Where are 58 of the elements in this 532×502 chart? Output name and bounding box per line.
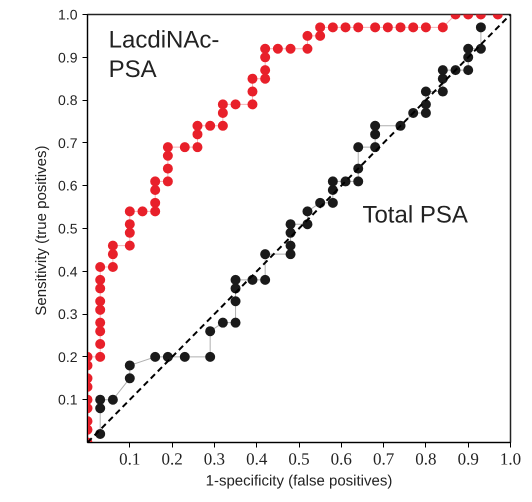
point: [420, 108, 431, 118]
point: [260, 249, 270, 260]
x-tick-label: 0.2: [161, 450, 183, 468]
x-tick-label: 0.9: [458, 450, 479, 468]
point: [353, 142, 364, 152]
point: [353, 176, 364, 186]
y-tick-label: 0.5: [58, 220, 78, 236]
y-tick-label: 0.9: [58, 49, 78, 66]
x-axis-title: 1-specificity (false positives): [206, 472, 392, 490]
x-tick-label: 1.0: [500, 450, 522, 468]
point: [230, 318, 241, 328]
point: [260, 274, 270, 285]
y-tick-label: 0.7: [58, 134, 78, 151]
point: [230, 274, 241, 285]
point: [420, 99, 431, 110]
y-tick-label: 0.4: [58, 263, 78, 280]
x-tick-label: 0.8: [415, 450, 437, 468]
point: [438, 86, 448, 97]
x-tick-label: 0.1: [119, 450, 140, 468]
point: [420, 86, 431, 97]
x-tick-label: 0.5: [288, 450, 310, 468]
y-tick-label: 0.1: [58, 392, 78, 408]
y-tick-label: 0.6: [58, 178, 78, 194]
y-tick-label: 0.3: [58, 306, 78, 322]
point: [286, 240, 296, 251]
point: [463, 65, 474, 76]
point: [370, 129, 380, 140]
y-tick-label: 0.8: [58, 92, 78, 108]
y-tick-label: 0.2: [58, 348, 78, 365]
point: [328, 198, 338, 208]
point: [124, 373, 135, 384]
point: [95, 403, 106, 414]
point: [230, 296, 241, 306]
point: [95, 394, 106, 405]
point: [438, 65, 448, 76]
point: [302, 206, 312, 216]
point: [124, 360, 135, 370]
point: [150, 352, 160, 362]
point: [205, 352, 216, 362]
series-label: LacdiNAc- PSA: [108, 26, 220, 83]
point: [205, 326, 216, 336]
x-tick-label: 0.4: [246, 450, 268, 468]
point: [370, 120, 380, 131]
series-label: Total PSA: [362, 202, 468, 228]
point: [476, 22, 486, 32]
point: [108, 394, 118, 405]
y-axis-title: Sensitivity (true positives): [33, 146, 50, 316]
point: [180, 352, 190, 362]
x-tick-label: 0.7: [372, 450, 395, 468]
x-tick-label: 0.6: [330, 450, 352, 468]
point: [286, 249, 296, 260]
point: [218, 318, 228, 328]
point: [328, 176, 338, 186]
point: [162, 352, 173, 362]
y-tick-label: 1.0: [58, 6, 78, 22]
point: [286, 219, 296, 230]
point: [463, 44, 474, 54]
x-tick-label: 0.3: [204, 450, 226, 468]
